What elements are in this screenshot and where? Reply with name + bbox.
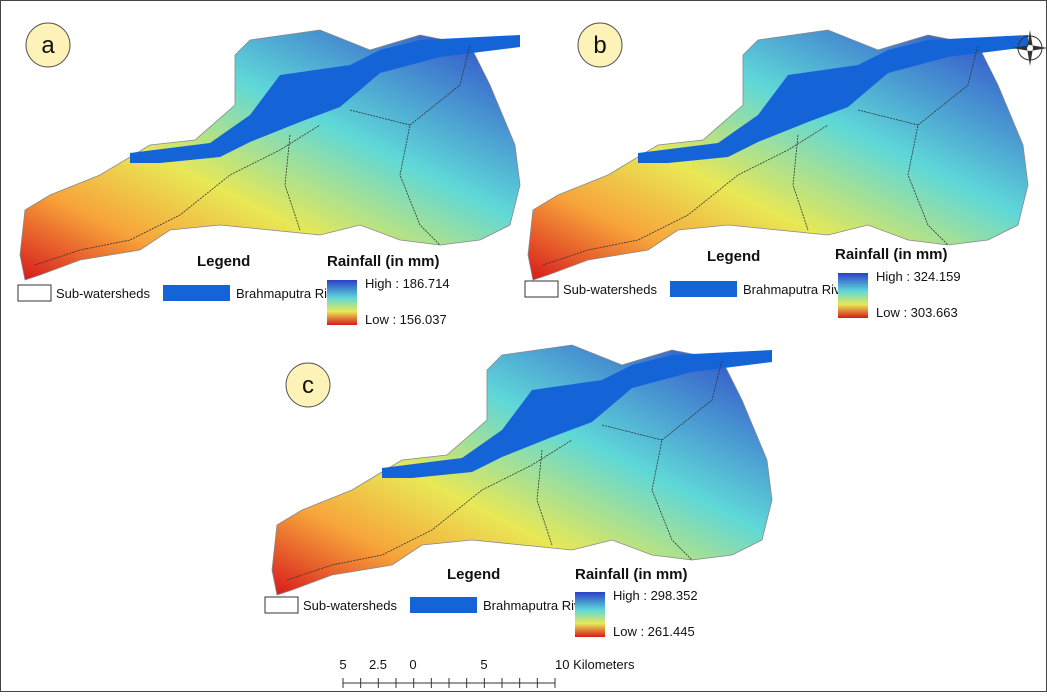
scale-label: 5 — [339, 657, 346, 672]
scale-label: 10 Kilometers — [555, 657, 635, 672]
rainfall-low: Low : 261.445 — [613, 624, 695, 639]
legend-swatch-subwatershed — [525, 281, 558, 297]
scale-label: 2.5 — [369, 657, 387, 672]
color-ramp — [575, 592, 605, 637]
scale-label: 0 — [409, 657, 416, 672]
legend-title: Legend — [707, 248, 760, 265]
legend-swatch-river — [410, 597, 477, 613]
map-c — [272, 345, 772, 595]
scale-label: 5 — [480, 657, 487, 672]
map-a — [20, 30, 520, 280]
panel-label: c — [302, 372, 314, 399]
legend-title: Legend — [197, 253, 250, 270]
legend-item: Sub-watersheds — [563, 282, 657, 297]
legend-swatch-river — [163, 285, 230, 301]
legend-swatch-river — [670, 281, 737, 297]
panel-label: b — [593, 32, 606, 59]
rainfall-low: Low : 303.663 — [876, 305, 958, 320]
panel-label: a — [41, 32, 55, 59]
rainfall-title: Rainfall (in mm) — [327, 253, 440, 270]
legend-swatch-subwatershed — [265, 597, 298, 613]
rainfall-high: High : 298.352 — [613, 588, 698, 603]
map-b — [528, 30, 1028, 280]
map-figure: a Legend Sub-watersheds Brahmaputra River Ra… — [0, 0, 1047, 692]
legend-title: Legend — [447, 566, 500, 583]
color-ramp — [838, 273, 868, 318]
legend-swatch-subwatershed — [18, 285, 51, 301]
legend-item: Sub-watersheds — [56, 286, 150, 301]
rainfall-high: High : 324.159 — [876, 269, 961, 284]
rainfall-title: Rainfall (in mm) — [835, 246, 948, 263]
color-ramp — [327, 280, 357, 325]
legend-item: Sub-watersheds — [303, 598, 397, 613]
rainfall-low: Low : 156.037 — [365, 312, 447, 327]
rainfall-high: High : 186.714 — [365, 276, 450, 291]
rainfall-title: Rainfall (in mm) — [575, 566, 688, 583]
north-arrow — [1012, 30, 1047, 66]
legend-item: Brahmaputra River — [743, 282, 853, 297]
